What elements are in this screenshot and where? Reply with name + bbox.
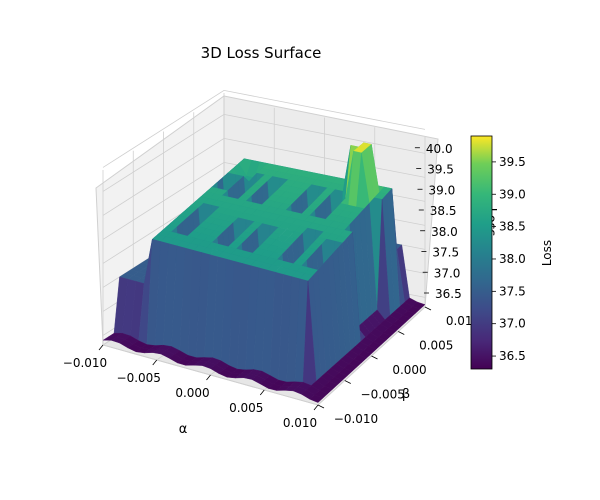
- y-tick-label: 0.005: [419, 339, 453, 353]
- x-tick-mark: [259, 389, 265, 396]
- z-tick-label: 39.5: [427, 163, 454, 177]
- colorbar-ticks: 36.5 37.0 37.5 38.0 38.5 39.0 39.5: [492, 155, 526, 363]
- y-tick-label: −0.005: [361, 388, 405, 402]
- colorbar-tick-label: 36.5: [499, 349, 526, 363]
- x-tick-label: 0.000: [175, 386, 209, 400]
- surface-patch: [309, 394, 324, 403]
- x-tick-mark: [206, 374, 211, 381]
- y-tick-mark: [317, 404, 325, 409]
- x-tick-mark: [313, 404, 319, 411]
- y-tick-mark: [371, 355, 378, 360]
- colorbar: [470, 135, 493, 370]
- y-tick-label: −0.010: [334, 412, 378, 426]
- colorbar-label: Loss: [540, 240, 554, 266]
- z-tick-label: 37.5: [432, 246, 459, 260]
- z-tick-label: 36.5: [435, 287, 462, 301]
- colorbar-tick-label: 38.0: [499, 252, 526, 266]
- z-tick-label: 39.0: [429, 183, 456, 197]
- y-axis-label: β: [402, 387, 410, 402]
- x-tick-mark: [98, 344, 104, 351]
- x-tick-label: −0.010: [63, 356, 107, 370]
- y-tick-mark: [344, 380, 351, 384]
- grid-line: [102, 113, 426, 192]
- loss-surface: [102, 142, 426, 403]
- grid-line: [102, 89, 426, 168]
- x-tick-label: 0.010: [283, 416, 317, 430]
- colorbar-tick-label: 37.5: [499, 284, 526, 298]
- z-tick-label: 40.0: [426, 142, 453, 156]
- colorbar-tick-label: 37.0: [499, 317, 526, 331]
- colorbar-tick-label: 39.5: [499, 155, 526, 169]
- x-tick-mark: [152, 359, 158, 366]
- y-tick-mark: [398, 331, 405, 335]
- x-tick-label: −0.005: [117, 371, 161, 385]
- z-tick-label: 38.0: [431, 225, 458, 239]
- z-tick-label: 38.5: [430, 204, 457, 218]
- y-tick-label: 0.000: [392, 363, 426, 377]
- x-tick-label: 0.005: [229, 401, 263, 415]
- z-tick-label: 37.0: [434, 266, 461, 280]
- colorbar-tick-label: 38.5: [499, 220, 526, 234]
- y-tick-mark: [424, 306, 432, 311]
- chart-title: 3D Loss Surface: [201, 44, 322, 62]
- colorbar-tick-label: 39.0: [499, 187, 526, 201]
- x-axis-label: α: [179, 422, 188, 437]
